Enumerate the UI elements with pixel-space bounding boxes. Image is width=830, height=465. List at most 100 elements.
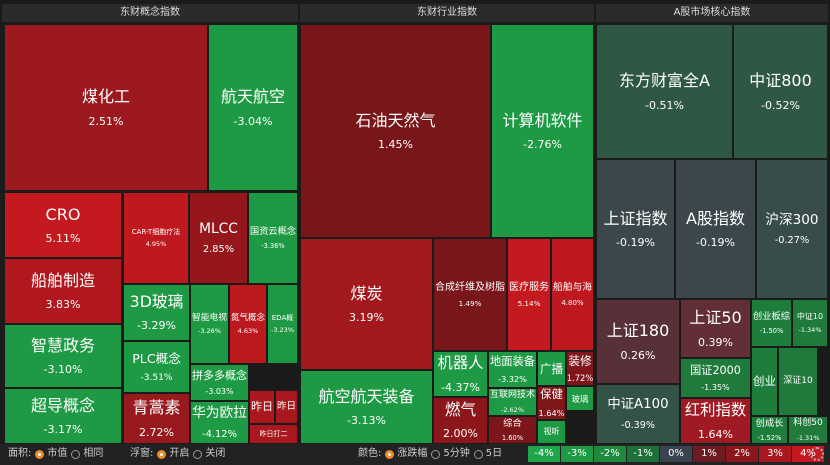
tile[interactable]: 医疗服务 5.14% — [507, 238, 551, 351]
tile[interactable]: 船舶制造 3.83% — [4, 258, 122, 324]
tile[interactable]: 3D玻璃 -3.29% — [123, 284, 190, 341]
tile[interactable]: 红利指数 1.64% — [680, 398, 751, 444]
tile-name: 广播 — [539, 361, 564, 376]
tile-value: -1.35% — [701, 382, 730, 392]
tile-name: CAR-T细胞疗法 — [131, 228, 181, 237]
tile[interactable]: EDA概 -3.23% — [267, 284, 298, 364]
tile[interactable]: 石油天然气 1.45% — [300, 24, 491, 238]
option-text[interactable]: 关闭 — [205, 448, 226, 459]
tile[interactable]: 华为欧拉 -4.12% — [190, 401, 249, 444]
tile-value: 0.39% — [698, 335, 733, 349]
radio-button[interactable] — [473, 449, 483, 459]
tile[interactable]: 青蒿素 2.72% — [123, 393, 190, 444]
option-text[interactable]: 相同 — [83, 448, 104, 459]
tile[interactable]: 国资云概念 -3.36% — [248, 192, 298, 284]
toolbar: 面积: 市值 相同 浮窗: 开启 关闭 颜色: 涨跌幅 5分钟 5日 -4% -3% -2% -1% 0% 1… — [0, 444, 830, 465]
tile-name: 船舶制造 — [30, 270, 95, 290]
tile[interactable]: 创业 — [751, 347, 778, 416]
radio-button[interactable] — [431, 449, 441, 459]
tile[interactable]: 装修 1.72% — [566, 351, 594, 386]
tile-name: 氮气概念 — [230, 312, 265, 323]
tile-value: -0.27% — [774, 235, 810, 247]
option-text[interactable]: 市值 — [47, 448, 68, 459]
tile-name: 计算机软件 — [502, 110, 583, 130]
tile[interactable]: PLC概念 -3.51% — [123, 341, 190, 393]
tile[interactable]: 昨日打二 — [249, 424, 298, 444]
tile[interactable]: 上证180 0.26% — [596, 299, 680, 384]
tile[interactable]: 拼多多概念 -3.03% — [190, 364, 249, 401]
tile-value: 1.72% — [566, 373, 594, 384]
option-text[interactable]: 涨跌幅 — [397, 448, 428, 459]
tile[interactable]: 保健 1.64% — [537, 386, 566, 420]
tile[interactable]: 氮气概念 4.63% — [229, 284, 267, 364]
legend-swatch: 2% — [726, 446, 758, 462]
tile-value: -2.62% — [501, 405, 524, 414]
tile-value: 1.60% — [501, 433, 524, 442]
legend-swatch: -3% — [561, 446, 593, 462]
tile[interactable]: 机器人 -4.37% — [433, 351, 488, 397]
option-text[interactable]: 开启 — [169, 448, 190, 459]
tile[interactable]: 沪深300 -0.27% — [756, 159, 828, 299]
tile[interactable]: 上证指数 -0.19% — [596, 159, 675, 299]
radio-button[interactable] — [385, 449, 395, 459]
tile-name: CRO — [45, 204, 81, 224]
tile[interactable]: CAR-T细胞疗法 4.95% — [123, 192, 189, 284]
tile-value: -3.04% — [233, 114, 273, 128]
tile[interactable]: 中证A100 -0.39% — [596, 384, 680, 444]
tile[interactable]: 上证50 0.39% — [680, 299, 751, 358]
panel-header: A股市场核心指数 — [596, 4, 828, 22]
tile[interactable]: 国证2000 -1.35% — [680, 358, 751, 398]
radio-button[interactable] — [35, 449, 45, 459]
tile[interactable]: 科创50 -1.31% — [788, 416, 828, 444]
tile-value: 3.83% — [45, 298, 81, 312]
radio-button[interactable] — [193, 449, 203, 459]
tile[interactable]: 中证800 -0.52% — [733, 24, 828, 159]
tile[interactable]: 燃气 2.00% — [433, 397, 488, 444]
radio-button[interactable] — [71, 449, 81, 459]
tile-value: 4.80% — [561, 298, 584, 308]
tile[interactable]: 昨日 — [275, 390, 298, 424]
tile-value: 2.72% — [139, 425, 174, 439]
tile[interactable]: 东方财富全A -0.51% — [596, 24, 733, 159]
tile-name: 航空航天装备 — [318, 386, 415, 406]
tile[interactable]: 智慧政务 -3.10% — [4, 324, 122, 388]
tile[interactable]: 广播 — [537, 351, 566, 386]
tile-value: -0.51% — [645, 98, 684, 112]
tile[interactable]: 创业板综 -1.50% — [751, 299, 792, 347]
option-text[interactable]: 5日 — [485, 448, 503, 459]
tile-name: 煤炭 — [350, 283, 383, 303]
tile[interactable]: 智能电视 -3.26% — [190, 284, 229, 364]
tile-value: 3.19% — [349, 311, 384, 325]
radio-button[interactable] — [157, 449, 167, 459]
tile[interactable]: 超导概念 -3.17% — [4, 388, 122, 444]
tile[interactable]: 互联网技术 -2.62% — [488, 388, 537, 416]
tile[interactable]: 综合 1.60% — [488, 416, 537, 444]
tile[interactable]: 合成纤维及树脂 1.49% — [433, 238, 507, 351]
tile-name: 智慧政务 — [30, 335, 95, 355]
settings-icon[interactable] — [810, 447, 824, 461]
tile[interactable]: 航天航空 -3.04% — [208, 24, 298, 191]
tile-name: 装修 — [568, 353, 592, 368]
tile[interactable]: 中证10 -1.34% — [792, 299, 828, 347]
tile[interactable]: 地面装备 -3.32% — [488, 351, 537, 388]
tile[interactable]: 视听 — [537, 420, 566, 444]
tile[interactable]: 船舶与海 4.80% — [551, 238, 594, 351]
tile[interactable]: A股指数 -0.19% — [675, 159, 756, 299]
tile[interactable]: 航空航天装备 -3.13% — [300, 370, 433, 444]
tile-name: 中证10 — [796, 312, 824, 322]
tile[interactable]: 深证10 — [778, 347, 818, 416]
tile[interactable]: 昨日 — [249, 390, 275, 424]
tile-value: 1.64% — [538, 407, 565, 418]
tile[interactable]: 煤化工 2.51% — [4, 24, 208, 191]
tile-value: 4.63% — [237, 327, 259, 336]
tile[interactable]: 玻璃 — [566, 386, 594, 411]
tile[interactable]: 创成长 -1.52% — [751, 416, 788, 444]
tile[interactable]: MLCC 2.85% — [189, 192, 248, 284]
option-text[interactable]: 5分钟 — [443, 448, 470, 459]
tile[interactable]: CRO 5.11% — [4, 192, 122, 258]
tile-value: -3.51% — [140, 372, 173, 383]
tile-name: 视听 — [543, 427, 560, 437]
tile[interactable]: 计算机软件 -2.76% — [491, 24, 594, 238]
tile-value: 2.00% — [443, 427, 478, 441]
tile[interactable]: 煤炭 3.19% — [300, 238, 433, 370]
